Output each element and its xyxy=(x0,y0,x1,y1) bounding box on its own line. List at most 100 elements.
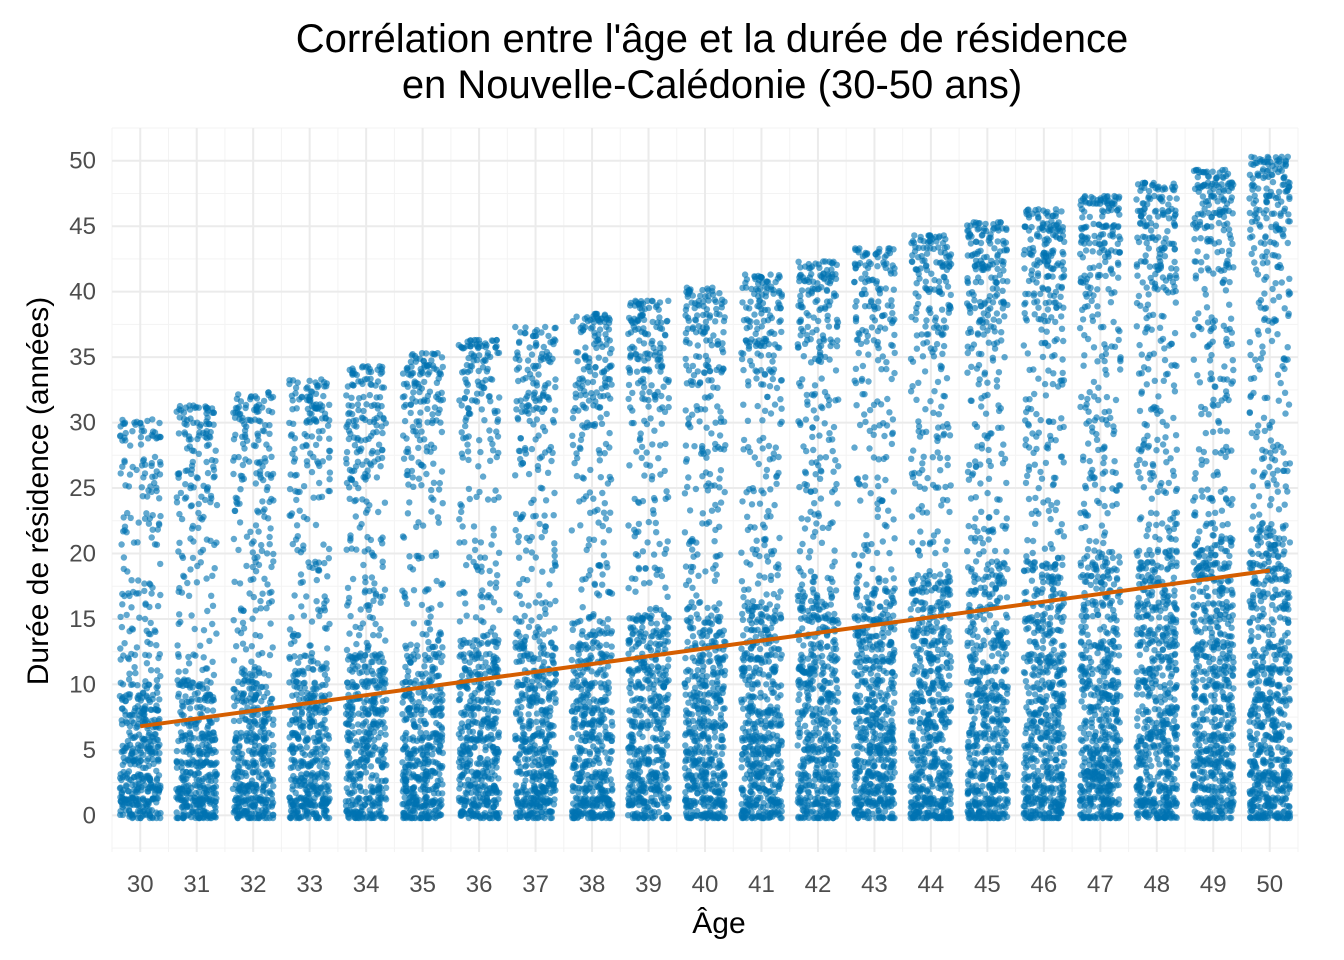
data-point xyxy=(418,737,425,744)
data-point xyxy=(286,377,293,384)
data-point xyxy=(157,512,164,520)
data-point xyxy=(242,769,249,777)
data-point xyxy=(248,678,255,686)
data-point xyxy=(300,513,308,521)
data-point xyxy=(377,729,384,737)
data-point xyxy=(516,716,523,724)
data-point xyxy=(466,367,474,374)
data-point xyxy=(204,484,212,491)
data-point xyxy=(145,652,153,659)
data-point xyxy=(197,421,204,428)
data-point xyxy=(516,813,524,820)
data-point xyxy=(493,764,500,771)
data-point xyxy=(365,679,373,687)
data-point xyxy=(409,474,416,481)
data-point xyxy=(347,612,354,620)
data-point xyxy=(415,383,423,391)
data-point xyxy=(379,558,386,565)
data-point xyxy=(286,485,294,493)
data-point xyxy=(355,728,363,736)
data-point xyxy=(270,497,277,504)
data-point xyxy=(174,794,182,802)
data-point xyxy=(317,801,324,809)
data-point xyxy=(400,534,408,541)
data-point xyxy=(463,684,470,691)
data-point xyxy=(595,592,603,599)
data-point xyxy=(399,735,407,742)
data-point xyxy=(428,670,435,677)
data-point xyxy=(140,751,147,759)
data-point xyxy=(137,441,145,448)
data-point xyxy=(143,510,150,517)
data-point xyxy=(141,515,149,522)
data-point xyxy=(248,643,255,650)
data-point xyxy=(552,562,559,570)
data-point xyxy=(212,804,219,811)
data-point xyxy=(131,664,138,671)
data-point xyxy=(421,706,428,714)
data-point xyxy=(306,706,313,713)
data-point xyxy=(484,496,492,503)
data-point xyxy=(294,379,301,386)
data-point xyxy=(252,522,260,529)
data-point xyxy=(407,641,414,648)
data-point xyxy=(286,512,293,519)
data-point xyxy=(200,627,208,634)
data-point xyxy=(288,797,295,805)
data-point xyxy=(518,690,525,697)
data-point xyxy=(436,479,443,487)
data-point xyxy=(263,550,271,557)
data-point xyxy=(408,454,415,461)
data-point xyxy=(270,550,277,558)
data-point xyxy=(126,723,134,730)
data-point xyxy=(494,699,501,706)
data-point xyxy=(430,444,438,452)
data-point xyxy=(494,418,501,425)
data-point xyxy=(519,511,527,518)
data-point xyxy=(345,712,352,719)
data-point xyxy=(431,708,438,715)
data-point xyxy=(233,697,241,705)
data-point xyxy=(314,567,322,574)
data-point xyxy=(536,592,543,599)
data-point xyxy=(131,711,138,719)
data-point xyxy=(473,760,481,767)
data-point xyxy=(379,540,386,547)
data-point xyxy=(126,712,133,719)
data-point xyxy=(532,814,539,822)
data-point xyxy=(526,344,533,351)
data-point xyxy=(436,631,443,638)
data-point xyxy=(464,746,471,753)
data-point xyxy=(242,732,250,739)
data-point xyxy=(378,751,385,758)
data-point xyxy=(144,493,151,500)
data-point xyxy=(128,577,135,584)
data-point xyxy=(175,430,183,437)
data-point xyxy=(119,463,126,470)
data-point xyxy=(495,775,502,782)
data-point xyxy=(132,756,139,763)
data-point xyxy=(250,759,257,767)
data-point xyxy=(131,761,139,768)
data-point xyxy=(155,756,162,763)
data-point xyxy=(464,448,472,455)
data-point xyxy=(365,546,372,553)
data-point xyxy=(376,394,384,401)
data-point xyxy=(156,419,163,427)
data-point xyxy=(375,787,382,794)
data-point xyxy=(368,450,375,457)
data-point xyxy=(325,782,332,789)
data-point xyxy=(459,771,466,779)
data-point xyxy=(135,577,142,584)
data-point xyxy=(129,750,136,758)
data-point xyxy=(153,799,160,806)
data-point xyxy=(493,814,501,821)
data-point xyxy=(320,664,327,671)
data-point xyxy=(355,772,362,779)
data-point xyxy=(365,663,372,670)
data-point xyxy=(542,497,550,504)
data-point xyxy=(489,447,497,454)
data-point xyxy=(539,423,547,431)
data-point xyxy=(458,502,465,510)
data-point xyxy=(290,420,297,427)
